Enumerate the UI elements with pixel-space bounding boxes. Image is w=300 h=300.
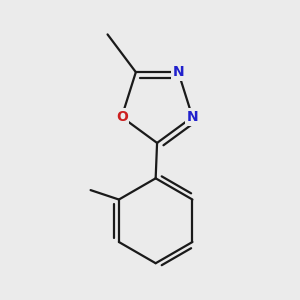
Text: N: N [187,110,198,124]
Text: N: N [172,65,184,79]
Text: O: O [116,110,127,124]
